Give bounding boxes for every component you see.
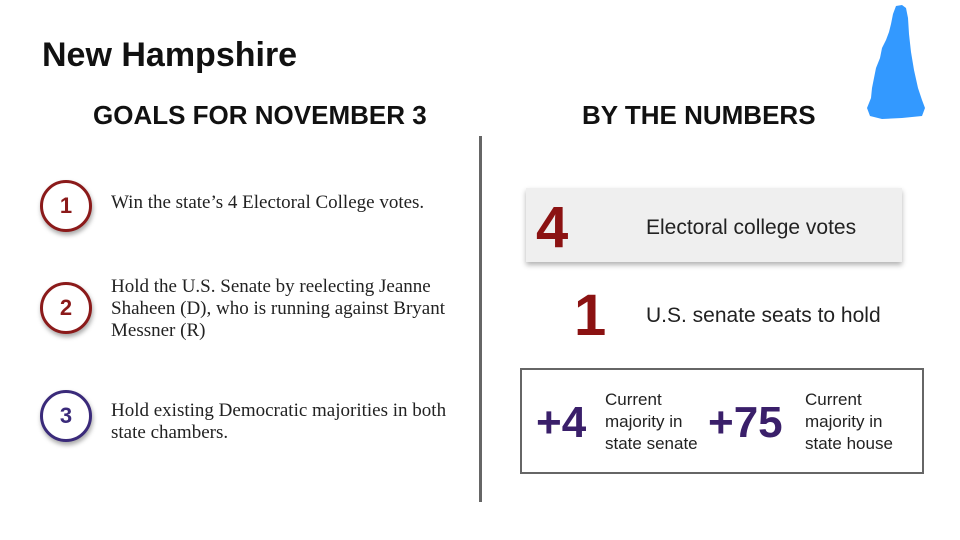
senate-seats-label: U.S. senate seats to hold: [646, 304, 881, 327]
state-senate-majority-label: Current majority in state senate: [605, 390, 698, 453]
goal-number-badge: 2: [40, 282, 92, 334]
goal-text: Hold the U.S. Senate by reelecting Jeann…: [111, 276, 446, 341]
electoral-votes-card: [526, 188, 902, 262]
goal-item-2: 2 Hold the U.S. Senate by reelecting Jea…: [40, 276, 480, 342]
electoral-votes-label: Electoral college votes: [646, 216, 857, 239]
goal-number-badge: 3: [40, 390, 92, 442]
goals-heading: GOALS FOR NOVEMBER 3: [93, 100, 427, 130]
goal-number-badge: 1: [40, 180, 92, 232]
goal-text: Win the state’s 4 Electoral College vote…: [111, 192, 425, 213]
column-divider: [479, 136, 482, 502]
new-hampshire-map-icon: [867, 5, 925, 119]
goal-item-3: 3 Hold existing Democratic majorities in…: [40, 390, 480, 444]
page-title: New Hampshire: [42, 36, 298, 74]
electoral-votes-value: 4: [536, 195, 569, 260]
state-senate-majority-value: +4: [536, 398, 587, 447]
senate-seats-value: 1: [574, 283, 607, 348]
majorities-card: [520, 368, 924, 474]
state-house-majority-label: Current majority in state house: [805, 390, 893, 453]
numbers-heading: BY THE NUMBERS: [582, 100, 816, 130]
goal-text: Hold existing Democratic majorities in b…: [111, 400, 447, 443]
goal-item-1: 1 Win the state’s 4 Electoral College vo…: [40, 180, 480, 232]
state-house-majority-value: +75: [708, 398, 783, 447]
